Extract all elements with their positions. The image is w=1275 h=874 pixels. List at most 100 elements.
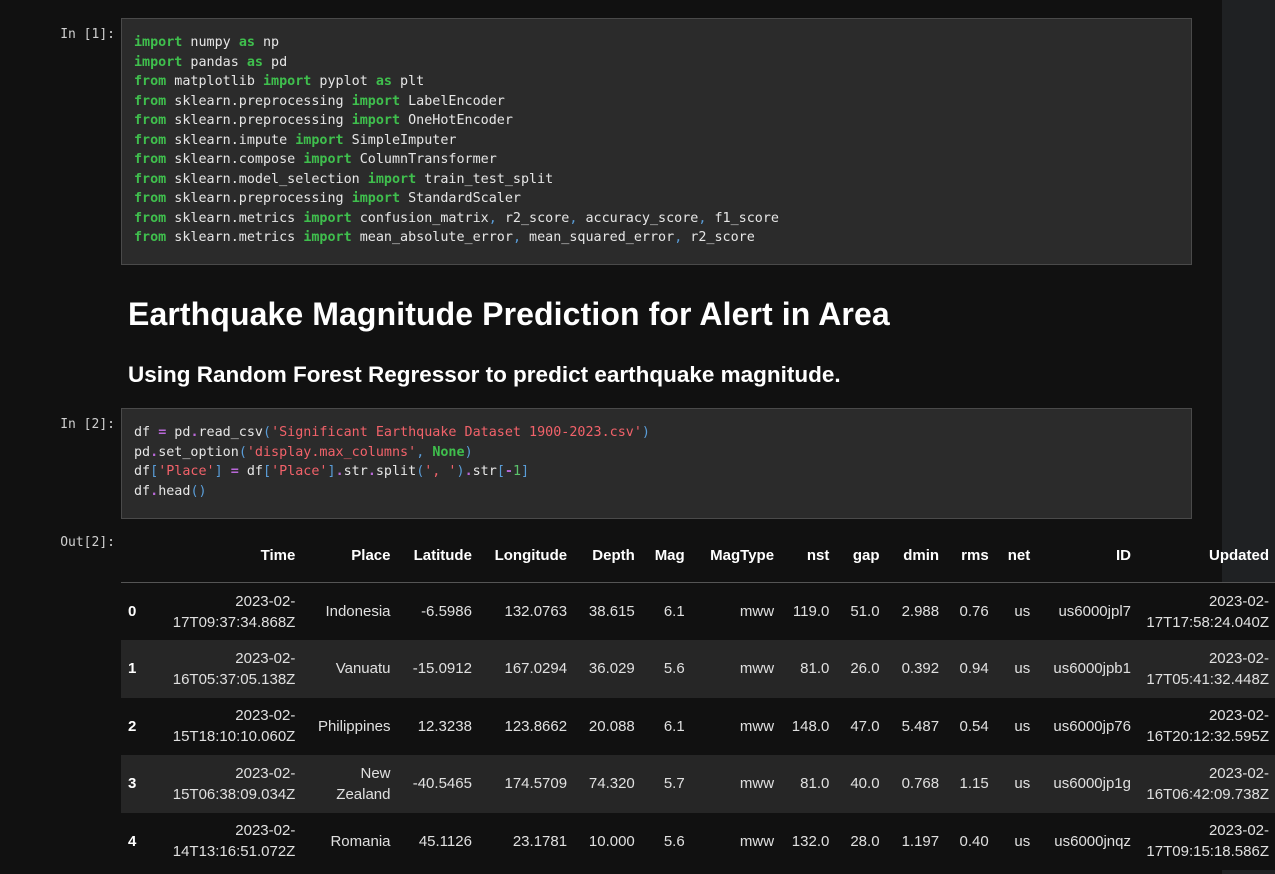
markdown-subtitle: Using Random Forest Regressor to predict… — [128, 362, 841, 387]
code-token — [223, 464, 231, 479]
table-cell: us — [1014, 717, 1031, 735]
code-line: pd.set_option('display.max_columns', Non… — [134, 443, 1179, 463]
code-token: OneHotEncoder — [400, 113, 513, 128]
code-token: import — [367, 171, 417, 187]
table-cell: -6.5986 — [421, 603, 472, 620]
table-cell: 74.320 — [588, 775, 635, 793]
code-token: sklearn.preprocessing — [166, 191, 352, 206]
code-token: pd — [263, 54, 288, 70]
table-cell: 12.3238 — [417, 717, 472, 735]
code-token: str — [343, 464, 368, 479]
code-token: import — [351, 113, 401, 128]
code-line: from matplotlib import pyplot as plt — [134, 72, 1179, 92]
code-token: import — [134, 54, 183, 70]
table-cell: 132.0 — [791, 832, 830, 850]
column-header: Latitude — [396, 528, 478, 583]
row-index: 1 — [128, 660, 137, 678]
table-cell: 0.54 — [959, 717, 989, 735]
code-token: sklearn.compose — [166, 152, 304, 167]
table-cell: Philippines — [317, 717, 391, 735]
table-row: 2 2023-02-15T18:10:10.060Z Philippines 12.3… — [121, 697, 1275, 755]
code-token: ( — [416, 464, 425, 479]
code-token: LabelEncoder — [400, 93, 505, 109]
column-header: Depth — [573, 528, 641, 583]
table-row: 3 2023-02-15T06:38:09.034Z New Zealand -40.… — [121, 755, 1275, 813]
code-token: StandardScaler — [400, 191, 521, 206]
table-cell: Vanuatu — [335, 660, 391, 678]
code-token: confusion_matrix — [351, 210, 489, 226]
code-token: import — [134, 35, 183, 50]
table-cell: us6000jnqz — [1054, 832, 1131, 850]
code-token: , — [512, 230, 521, 245]
code-token: plt — [392, 74, 425, 89]
table-cell: 174.5709 — [504, 775, 568, 793]
code-token: sklearn.metrics — [166, 230, 304, 245]
code-token: mean_squared_error — [521, 230, 675, 245]
code-token: df — [134, 425, 159, 440]
code-token: ] — [214, 464, 223, 479]
code-token: df — [238, 464, 263, 479]
code-line: df.head() — [134, 482, 1179, 502]
code-token: as — [238, 35, 255, 50]
column-header: Place — [301, 528, 397, 583]
code-line: df['Place'] = df['Place'].str.split(', '… — [134, 462, 1179, 482]
code-token: . — [335, 464, 344, 479]
table-cell: 1.197 — [901, 832, 940, 850]
code-line: df = pd.read_csv('Significant Earthquake… — [134, 423, 1179, 443]
table-cell: 0.40 — [959, 832, 989, 850]
row-index: 4 — [128, 832, 137, 850]
code-cell-imports[interactable]: import numpy as np import pandas as pd fro… — [121, 18, 1192, 265]
table-cell: -15.0912 — [412, 660, 472, 678]
table-cell: us6000jpb1 — [1053, 660, 1131, 678]
table-cell: 148.0 — [791, 717, 830, 735]
column-header: Time — [148, 528, 302, 583]
code-token: , — [698, 210, 707, 226]
code-token: import — [351, 191, 401, 206]
code-token: pd — [166, 425, 191, 440]
table-cell: mww — [739, 717, 775, 735]
code-token: None — [432, 444, 465, 460]
output2-prompt: Out[2]: — [60, 535, 115, 550]
code-token: ) — [641, 425, 650, 440]
cell2-prompt: In [2]: — [60, 417, 115, 432]
code-token: split — [375, 464, 417, 479]
code-cell-load-data[interactable]: df = pd.read_csv('Significant Earthquake… — [121, 408, 1192, 519]
code-token: mean_absolute_error — [351, 230, 513, 245]
code-line: from sklearn.model_selection import trai… — [134, 170, 1179, 190]
column-header: rms — [945, 528, 995, 583]
table-cell: 132.0763 — [504, 603, 568, 620]
code-token: , — [674, 230, 683, 245]
table-cell: 10.000 — [588, 832, 635, 850]
code-token: pd — [134, 444, 151, 460]
code-token: , — [416, 444, 425, 460]
table-cell: 2023-02-14T13:16:51.072Z — [172, 822, 296, 861]
column-header: Mag — [640, 528, 691, 583]
code-token: sklearn.impute — [166, 132, 296, 148]
table-cell: 2023-02-17T09:15:18.586Z — [1146, 822, 1269, 861]
code-token: sklearn.model_selection — [166, 171, 368, 187]
table-cell: mww — [739, 832, 775, 850]
code-token: accuracy_score — [577, 210, 699, 226]
code-token: [ — [150, 464, 159, 479]
table-cell: 119.0 — [792, 603, 830, 620]
code-token: ', ' — [424, 464, 457, 479]
code-token: from — [134, 171, 167, 187]
code-token: . — [150, 483, 159, 499]
code-token: , — [488, 210, 497, 226]
code-token: str — [472, 464, 497, 479]
table-cell: 123.8662 — [504, 717, 568, 735]
code-token: . — [190, 425, 199, 440]
code-token: import — [303, 230, 352, 245]
table-row: 0 2023-02-17T09:37:34.868Z Indonesia -6.598… — [121, 582, 1275, 640]
table-cell: 6.1 — [663, 717, 685, 735]
code-token: 'Place' — [158, 464, 215, 479]
row-index: 3 — [128, 775, 137, 793]
code-token: from — [134, 210, 167, 226]
table-cell: 5.6 — [663, 832, 685, 850]
table-cell: 45.1126 — [418, 832, 472, 850]
code-token: np — [254, 35, 280, 50]
code-token: pyplot — [311, 74, 376, 89]
table-cell: 2023-02-16T20:12:32.595Z — [1146, 707, 1269, 746]
code-token: r2_score — [682, 230, 755, 245]
code-token: from — [134, 191, 167, 206]
